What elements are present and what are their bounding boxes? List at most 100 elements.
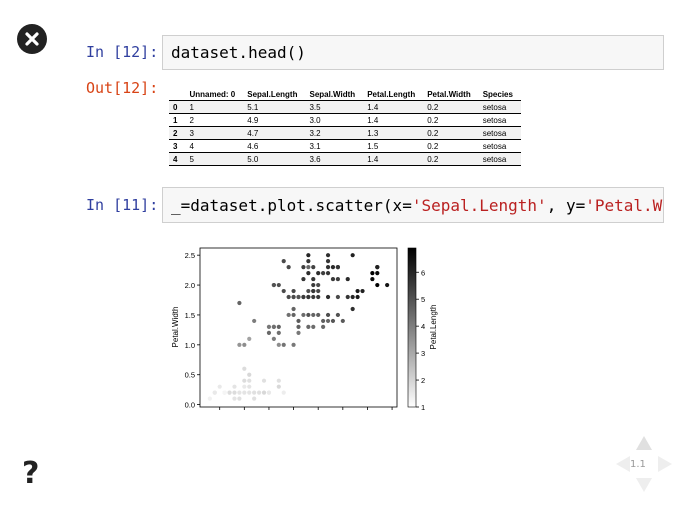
y-tick-label: 0.0 <box>185 401 195 410</box>
scatter-point <box>261 390 267 395</box>
scatter-point <box>350 306 355 312</box>
scatter-point <box>355 288 360 294</box>
dataframe-table: Unnamed: 0 Sepal.Length Sepal.Width Peta… <box>169 88 521 166</box>
scatter-point <box>325 271 331 276</box>
scatter-point <box>325 294 331 300</box>
scatter-point <box>330 265 336 270</box>
scatter-point <box>375 271 380 276</box>
scatter-point <box>370 271 375 276</box>
table-cell: 1.4 <box>363 152 424 166</box>
table-row: 1 2 4.9 3.0 1.4 0.2 setosa <box>169 113 521 127</box>
table-cell: 3.5 <box>305 100 364 114</box>
code-text: , y= <box>546 195 586 215</box>
scatter-point <box>325 318 331 324</box>
scatter-point <box>301 265 306 270</box>
table-cell: 5.1 <box>243 100 306 114</box>
scatter-point <box>360 288 365 294</box>
input-prompt: In [11]: <box>86 196 159 214</box>
nav-down-icon[interactable] <box>636 478 652 492</box>
scatter-point <box>242 366 247 371</box>
close-button[interactable] <box>17 24 47 54</box>
row-index: 0 <box>169 100 186 114</box>
colorbar-tick-label: 3 <box>421 349 425 358</box>
table-header: Petal.Width <box>423 88 479 101</box>
scatter-point <box>207 396 212 401</box>
close-icon <box>25 32 39 46</box>
scatter-point <box>350 294 355 300</box>
scatter-point <box>350 253 355 258</box>
scatter-point <box>306 259 311 264</box>
table-cell: setosa <box>478 113 521 127</box>
table-cell: 3.1 <box>305 139 364 153</box>
scatter-point <box>335 276 340 282</box>
scatter-point <box>306 253 311 258</box>
code-cell-input[interactable]: dataset.head() <box>162 35 664 70</box>
colorbar-tick-label: 5 <box>421 295 425 304</box>
table-cell: 1.5 <box>363 139 424 153</box>
table-cell: 4.9 <box>243 113 306 127</box>
scatter-point <box>271 324 276 330</box>
scatter-point <box>266 390 272 395</box>
nav-right-icon[interactable] <box>658 456 672 472</box>
scatter-point <box>301 276 306 282</box>
scatter-point <box>345 276 350 282</box>
y-axis-label: Petal.Width <box>171 307 180 348</box>
table-cell: 3.2 <box>305 126 364 140</box>
table-cell: setosa <box>478 139 521 153</box>
scatter-point <box>291 306 296 312</box>
scatter-point <box>242 378 247 383</box>
y-tick-label: 0.5 <box>185 371 195 380</box>
table-cell: 0.2 <box>423 152 479 166</box>
scatter-point <box>296 318 301 324</box>
scatter-point <box>237 300 242 306</box>
scatter-point <box>345 294 350 300</box>
code-cell-input[interactable]: _=dataset.plot.scatter(x= 'Sepal.Length',… <box>162 187 664 223</box>
input-prompt: In [12]: <box>86 43 159 61</box>
scatter-point <box>271 282 276 288</box>
row-index: 1 <box>169 113 186 127</box>
scatter-point <box>227 390 232 395</box>
row-index: 2 <box>169 126 186 140</box>
table-cell: 3.6 <box>305 152 364 166</box>
help-icon[interactable]: ? <box>22 456 40 491</box>
scatter-point <box>247 372 252 377</box>
scatter-point <box>296 324 301 330</box>
scatter-point <box>261 378 267 383</box>
scatter-point <box>321 271 326 276</box>
colorbar-tick-label: 6 <box>421 268 425 277</box>
scatter-point <box>237 342 242 347</box>
scatter-point <box>242 342 247 347</box>
scatter-point <box>301 312 306 318</box>
nav-left-icon[interactable] <box>616 456 630 472</box>
scatter-point <box>247 390 252 395</box>
scatter-point <box>340 318 345 324</box>
table-header: Sepal.Width <box>305 88 364 101</box>
table-cell: 3 <box>185 126 244 140</box>
scatter-point <box>286 294 291 300</box>
code-string: 'Petal.Width <box>585 195 663 215</box>
scatter-point <box>316 294 321 300</box>
scatter-point <box>375 282 380 288</box>
nav-up-icon[interactable] <box>636 436 652 450</box>
scatter-point <box>291 294 296 300</box>
table-cell: 0.2 <box>423 100 479 114</box>
table-row: 2 3 4.7 3.2 1.3 0.2 setosa <box>169 126 521 140</box>
slide-navigator[interactable] <box>612 432 676 496</box>
scatter-point <box>325 253 331 258</box>
scatter-point <box>325 312 331 318</box>
scatter-point <box>252 318 257 324</box>
scatter-point <box>306 271 311 276</box>
slide-number: 1.1 <box>630 459 646 470</box>
output-prompt: Out[12]: <box>86 79 159 97</box>
scatter-point <box>355 294 360 300</box>
scatter-point <box>281 342 286 347</box>
scatter-point <box>232 384 237 389</box>
table-cell: 4.6 <box>243 139 306 153</box>
scatter-point <box>281 259 286 264</box>
scatter-point <box>247 336 252 341</box>
code-text: dataset.head() <box>171 43 306 62</box>
scatter-point <box>316 271 321 276</box>
table-header: Sepal.Length <box>243 88 306 101</box>
scatter-point <box>247 384 252 389</box>
table-row: 0 1 5.1 3.5 1.4 0.2 setosa <box>169 100 521 114</box>
